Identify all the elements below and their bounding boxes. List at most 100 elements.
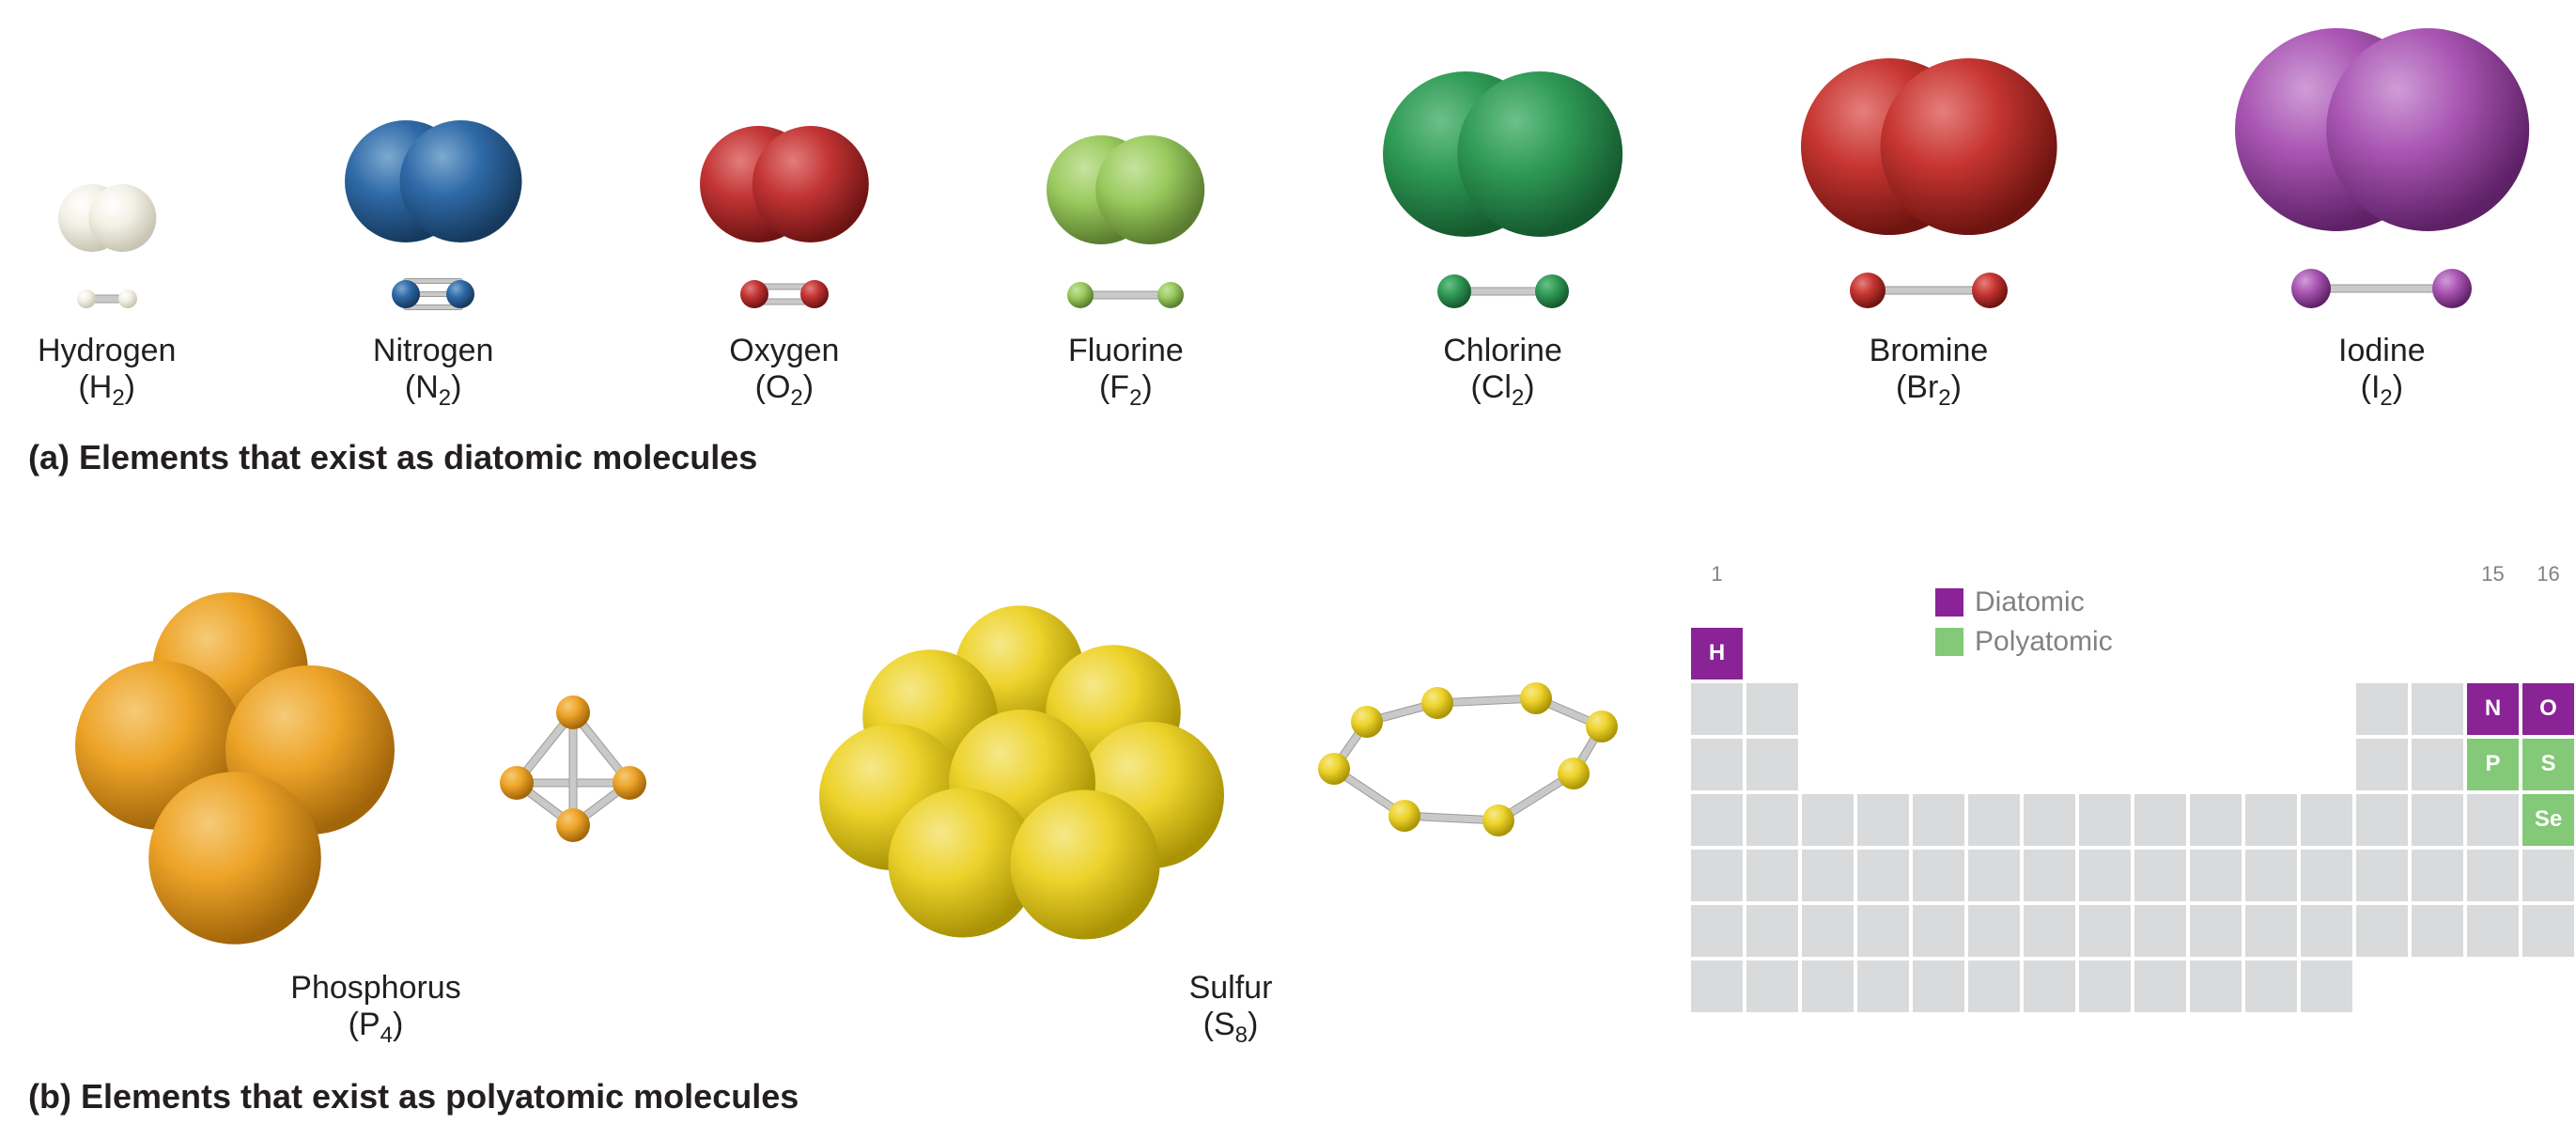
periodic-table-grid: HNOFPSClSeBrI	[1691, 628, 2576, 1012]
molecule-name: Iodine	[2338, 333, 2426, 369]
molecule-formula: (H2)	[78, 369, 135, 412]
element-cell-blank	[2522, 905, 2574, 957]
element-cell-blank	[1802, 960, 1854, 1012]
empty-cell	[1802, 628, 1854, 679]
molecule-name: Chlorine	[1443, 333, 1562, 369]
legend-polyatomic-swatch	[1935, 628, 1963, 656]
element-cell-blank	[2356, 683, 2408, 735]
element-cell-N: N	[2467, 683, 2519, 735]
ballstick-model	[70, 278, 145, 320]
spacefill-model	[49, 175, 165, 261]
element-cell-blank	[1913, 850, 1964, 901]
molecule-fluorine: Fluorine(F2)	[1037, 126, 1214, 412]
column-number	[2301, 562, 2352, 590]
element-cell-blank	[1913, 905, 1964, 957]
column-number: 1	[1691, 562, 1743, 590]
empty-cell	[2522, 960, 2574, 1012]
element-cell-blank	[2024, 850, 2075, 901]
ballstick-model	[384, 269, 482, 320]
column-number	[2356, 562, 2408, 590]
empty-cell	[2301, 628, 2352, 679]
molecule-hydrogen: Hydrogen(H2)	[38, 175, 176, 412]
empty-cell	[2467, 628, 2519, 679]
empty-cell	[1802, 683, 1854, 735]
spacefill-model	[335, 111, 532, 252]
molecule-formula: (N2)	[405, 369, 462, 412]
element-cell-blank	[2245, 905, 2297, 957]
empty-cell	[2522, 628, 2574, 679]
element-cell-blank	[2190, 960, 2242, 1012]
column-number: 15	[2467, 562, 2519, 590]
empty-cell	[2245, 628, 2297, 679]
legend-diatomic: Diatomic	[1935, 586, 2113, 618]
element-cell-blank	[1968, 794, 2020, 846]
ballstick-model	[1430, 263, 1576, 320]
molecule-oxygen: Oxygen(O2)	[691, 117, 878, 412]
empty-cell	[1857, 628, 1909, 679]
legend-polyatomic: Polyatomic	[1935, 626, 2113, 658]
empty-cell	[2245, 683, 2297, 735]
element-cell-blank	[2301, 794, 2352, 846]
element-cell-blank	[1691, 683, 1743, 735]
spacefill-model	[808, 562, 1240, 957]
empty-cell	[2356, 628, 2408, 679]
spacefill-model	[1373, 62, 1632, 246]
molecule-name: Fluorine	[1068, 333, 1184, 369]
polyatomic-block: Phosphorus(P4)Sulfur(S8) (b) Elements th…	[28, 562, 1653, 1117]
element-cell-blank	[2134, 960, 2186, 1012]
element-cell-blank	[2190, 794, 2242, 846]
empty-cell	[2301, 683, 2352, 735]
element-cell-blank	[2245, 850, 2297, 901]
element-cell-blank	[1691, 850, 1743, 901]
bottom-row: Phosphorus(P4)Sulfur(S8) (b) Elements th…	[28, 562, 2548, 1117]
empty-cell	[2134, 628, 2186, 679]
element-cell-blank	[1857, 905, 1909, 957]
spacefill-model	[2226, 19, 2538, 241]
element-cell-Se: Se	[2522, 794, 2574, 846]
molecule-formula: (Br2)	[1896, 369, 1962, 412]
empty-cell	[2024, 739, 2075, 790]
element-cell-blank	[2412, 739, 2463, 790]
molecule-name: Hydrogen	[38, 333, 176, 369]
element-cell-blank	[2356, 794, 2408, 846]
spacefill-model	[1037, 126, 1214, 254]
element-symbol: S	[2522, 739, 2574, 790]
molecule-iodine: Iodine(I2)	[2226, 19, 2538, 412]
spacefill-model	[1792, 49, 2067, 244]
element-cell-P: P	[2467, 739, 2519, 790]
column-number	[2412, 562, 2463, 590]
element-cell-H: H	[1691, 628, 1743, 679]
molecule-bromine: Bromine(Br2)	[1792, 49, 2067, 412]
legend-diatomic-label: Diatomic	[1975, 586, 2085, 618]
element-cell-blank	[1857, 794, 1909, 846]
element-cell-blank	[1746, 905, 1798, 957]
element-cell-blank	[2134, 794, 2186, 846]
element-cell-blank	[2412, 905, 2463, 957]
ballstick-model	[2284, 258, 2479, 320]
element-cell-blank	[1857, 960, 1909, 1012]
empty-cell	[1913, 683, 1964, 735]
molecule-name: Oxygen	[729, 333, 839, 369]
molecule-formula: (P4)	[349, 1007, 404, 1049]
element-cell-blank	[2134, 850, 2186, 901]
section-b-title: (b) Elements that exist as polyatomic mo…	[28, 1077, 1653, 1117]
periodic-table-block: 1151617 Diatomic Polyatomic HNOFPSClSeBr…	[1691, 562, 2576, 1117]
element-cell-blank	[2412, 794, 2463, 846]
empty-cell	[1968, 739, 2020, 790]
ballstick-model	[1278, 661, 1653, 858]
element-cell-blank	[2356, 850, 2408, 901]
section-a-title: (a) Elements that exist as diatomic mole…	[28, 438, 2548, 477]
empty-cell	[1857, 683, 1909, 735]
empty-cell	[1857, 739, 1909, 790]
element-cell-blank	[1802, 794, 1854, 846]
empty-cell	[1746, 628, 1798, 679]
diatomic-molecules-row: Hydrogen(H2) Nitrogen(N2) Oxygen(O2) Fluori…	[28, 19, 2548, 421]
element-cell-blank	[1746, 960, 1798, 1012]
element-cell-blank	[1802, 850, 1854, 901]
molecule-name: Nitrogen	[373, 333, 494, 369]
element-symbol: O	[2522, 683, 2574, 735]
column-number	[1746, 562, 1798, 590]
spacefill-model	[691, 117, 878, 252]
empty-cell	[2134, 739, 2186, 790]
element-cell-blank	[2522, 850, 2574, 901]
